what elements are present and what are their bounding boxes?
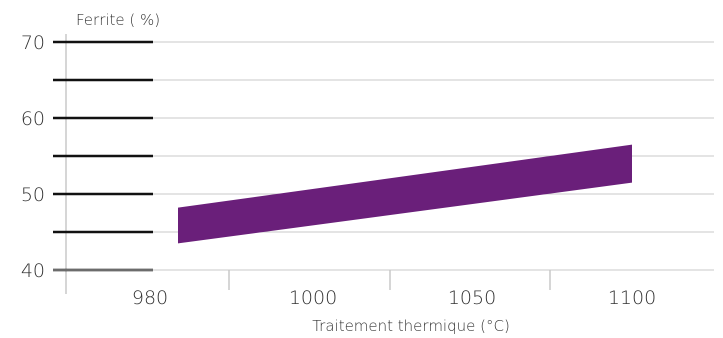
y-tick-label-70: 70 — [21, 32, 45, 54]
x-axis-title: Traitement thermique (°C) — [312, 317, 510, 335]
x-tick-label-1050: 1050 — [448, 287, 496, 309]
data-band — [178, 144, 632, 244]
y-tick-label-60: 60 — [21, 108, 45, 130]
x-tick-label-1100: 1100 — [608, 287, 656, 309]
x-tick-label-1000: 1000 — [289, 287, 337, 309]
ferrite-band — [178, 144, 632, 244]
y-tick-label-50: 50 — [21, 184, 45, 206]
x-tick-label-980: 980 — [132, 287, 168, 309]
y-axis-title: Ferrite ( %) — [76, 11, 160, 29]
tick-labels: 40 50 60 70 980 1000 1050 1100 — [21, 32, 656, 309]
y-tick-label-40: 40 — [21, 260, 45, 282]
axes — [53, 34, 714, 294]
